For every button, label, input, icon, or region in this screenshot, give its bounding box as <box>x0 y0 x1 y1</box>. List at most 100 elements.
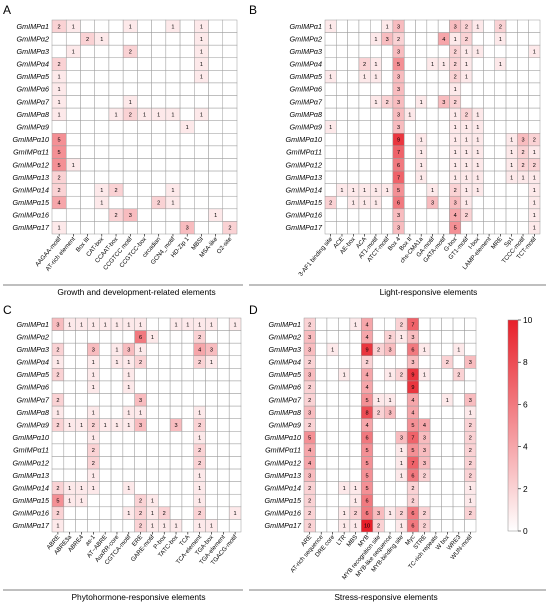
heatmap-cell <box>94 145 110 159</box>
cell-value: 1 <box>388 511 391 517</box>
heatmap-cell <box>336 170 348 184</box>
heatmap-cell <box>99 431 112 445</box>
heatmap-cell <box>122 32 138 46</box>
heatmap-cell <box>517 32 529 46</box>
heatmap-cell <box>87 519 100 533</box>
cell-value: 5 <box>58 138 61 144</box>
heatmap-cell <box>122 82 138 96</box>
cell-value: 1 <box>431 188 434 194</box>
heatmap-cell <box>222 183 238 197</box>
heatmap-cell <box>222 195 238 210</box>
heatmap-cell <box>494 44 507 59</box>
cell-value: 1 <box>115 322 118 328</box>
heatmap-cell <box>205 468 218 482</box>
heatmap-cell <box>471 57 484 71</box>
heatmap-cell <box>326 393 339 407</box>
cell-value: 1 <box>104 423 107 429</box>
cell-value: 1 <box>343 524 346 530</box>
heatmap-cell <box>315 418 328 432</box>
heatmap-cell <box>205 418 218 432</box>
heatmap-cell <box>483 208 495 222</box>
heatmap-cell <box>326 330 339 344</box>
cell-value: 2 <box>465 37 468 43</box>
heatmap-cell <box>471 82 484 96</box>
panel-d: D 2 1 4 2 7 3 4 2 1 3 3 1 9 2 3 6 1 1 2 2 3 2 3 3 1 4 1 2 9 1 2 2 4 9 2 5 1 1 4… <box>249 303 546 602</box>
cell-value: 1 <box>465 163 468 169</box>
cell-value: 2 <box>308 423 311 429</box>
heatmap-cell <box>165 82 181 96</box>
cell-value: 1 <box>92 473 95 479</box>
heatmap-cell <box>51 208 67 222</box>
row-label: GmIMPα14 <box>286 185 322 194</box>
heatmap-cell <box>80 107 95 121</box>
heatmap-cell <box>217 342 230 357</box>
cell-value: 1 <box>163 524 166 530</box>
cell-value: 3 <box>397 24 400 30</box>
heatmap-cell <box>483 82 495 96</box>
heatmap-cell <box>228 330 242 344</box>
cell-value: 1 <box>469 499 472 505</box>
heatmap-cell <box>403 95 416 109</box>
heatmap-cell <box>205 481 218 495</box>
column-label: MBS <box>345 534 359 549</box>
heatmap-cell <box>222 70 238 84</box>
heatmap-cell <box>403 19 416 33</box>
cell-value: 1 <box>386 188 389 194</box>
heatmap-cell <box>370 19 382 33</box>
heatmap-cell <box>338 355 351 369</box>
heatmap-cell <box>429 493 442 508</box>
heatmap-cell <box>65 120 81 134</box>
cell-value: 1 <box>129 24 132 30</box>
heatmap-cell <box>51 32 67 46</box>
heatmap-cell <box>122 443 135 457</box>
heatmap-cell <box>181 342 194 357</box>
heatmap-cell <box>338 431 351 445</box>
heatmap-cell <box>194 208 209 222</box>
column-label: 3-AF1 binding site <box>297 235 334 278</box>
heatmap-cell <box>403 32 416 46</box>
heatmap-cell <box>179 133 195 147</box>
heatmap-cell <box>110 468 124 482</box>
heatmap-cell <box>326 481 339 495</box>
heatmap-cell <box>51 44 67 59</box>
heatmap-cell <box>483 44 495 59</box>
heatmap-cell <box>324 95 337 109</box>
heatmap-cell <box>372 456 385 470</box>
heatmap-cell <box>429 342 442 357</box>
cell-value: 3 <box>423 461 426 467</box>
cell-value: 1 <box>186 125 189 131</box>
heatmap-cell <box>336 221 348 235</box>
cell-value: 1 <box>100 201 103 207</box>
heatmap-cell <box>471 70 484 84</box>
heatmap-cell <box>517 95 529 109</box>
heatmap-cell <box>429 506 442 520</box>
heatmap-cell <box>452 506 465 520</box>
cell-value: 2 <box>411 499 414 505</box>
heatmap-cell <box>217 380 230 394</box>
heatmap-cell <box>181 468 194 482</box>
cell-value: 1 <box>420 138 423 144</box>
heatmap-cell <box>441 506 454 520</box>
heatmap-cell <box>483 133 495 147</box>
heatmap-cell <box>99 468 112 482</box>
panel-letter: D <box>249 303 258 317</box>
heatmap-cell <box>169 368 183 382</box>
row-label: GmIMPα16 <box>265 509 301 518</box>
heatmap-cell <box>418 481 431 495</box>
heatmap-cell <box>222 82 238 96</box>
heatmap-cell <box>494 158 507 172</box>
heatmap-cell <box>94 44 110 59</box>
heatmap-cell <box>99 368 112 382</box>
heatmap-cell <box>441 330 454 344</box>
cell-value: 1 <box>171 24 174 30</box>
cell-value: 1 <box>343 511 346 517</box>
cell-value: 1 <box>171 112 174 118</box>
cell-value: 5 <box>454 226 457 232</box>
heatmap-cell <box>108 32 124 46</box>
heatmap-cell <box>65 57 81 71</box>
heatmap-cell <box>483 158 495 172</box>
heatmap-cell <box>483 195 495 210</box>
heatmap-cell <box>75 456 88 470</box>
heatmap-cell <box>181 393 194 407</box>
cell-value: 1 <box>139 347 142 353</box>
